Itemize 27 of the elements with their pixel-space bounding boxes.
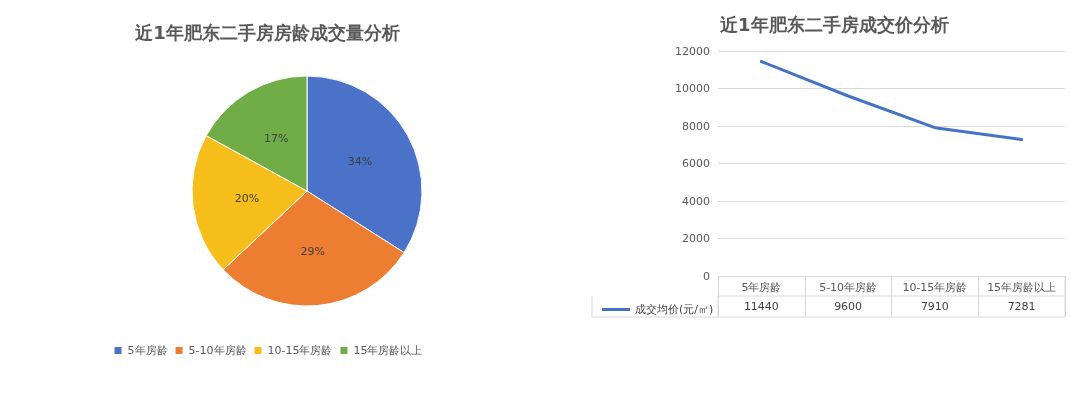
y-tick-label: 6000 — [682, 157, 710, 170]
legend-label: 5年房龄 — [127, 344, 168, 357]
data-label: 29% — [300, 244, 325, 258]
legend-label: 15年房龄以上 — [353, 344, 423, 357]
x-tick-label: 5-10年房龄 — [819, 281, 878, 294]
chart-title: 近1年肥东二手房房龄成交量分析 — [134, 21, 400, 43]
legend-label: 5-10年房龄 — [188, 344, 247, 357]
y-tick-label: 2000 — [682, 232, 710, 245]
x-tick-label: 5年房龄 — [741, 281, 782, 294]
data-label: 7910 — [920, 300, 949, 313]
data-label: 9600 — [834, 300, 863, 313]
y-tick-label: 8000 — [682, 119, 710, 133]
y-tick-label: 0 — [703, 269, 710, 283]
y-tick-label: 4000 — [682, 194, 710, 208]
legend-label: 10-15年房龄 — [267, 344, 333, 357]
line-series — [759, 60, 1024, 141]
data-label: 17% — [263, 132, 289, 146]
y-tick-label: 10000 — [675, 82, 710, 95]
x-tick-label: 15年房龄以上 — [987, 281, 1057, 294]
legend-label: 成交均价(元/㎡) — [635, 303, 714, 316]
y-tick-label: 12000 — [675, 44, 710, 58]
data-label: 34% — [347, 155, 373, 169]
data-label: 11440 — [743, 300, 779, 313]
data-label: 20% — [234, 192, 260, 206]
data-label: 7281 — [1007, 300, 1036, 313]
x-tick-label: 10-15年房龄 — [902, 281, 968, 294]
chart-title: 近1年肥东二手房成交价分析 — [719, 13, 949, 35]
